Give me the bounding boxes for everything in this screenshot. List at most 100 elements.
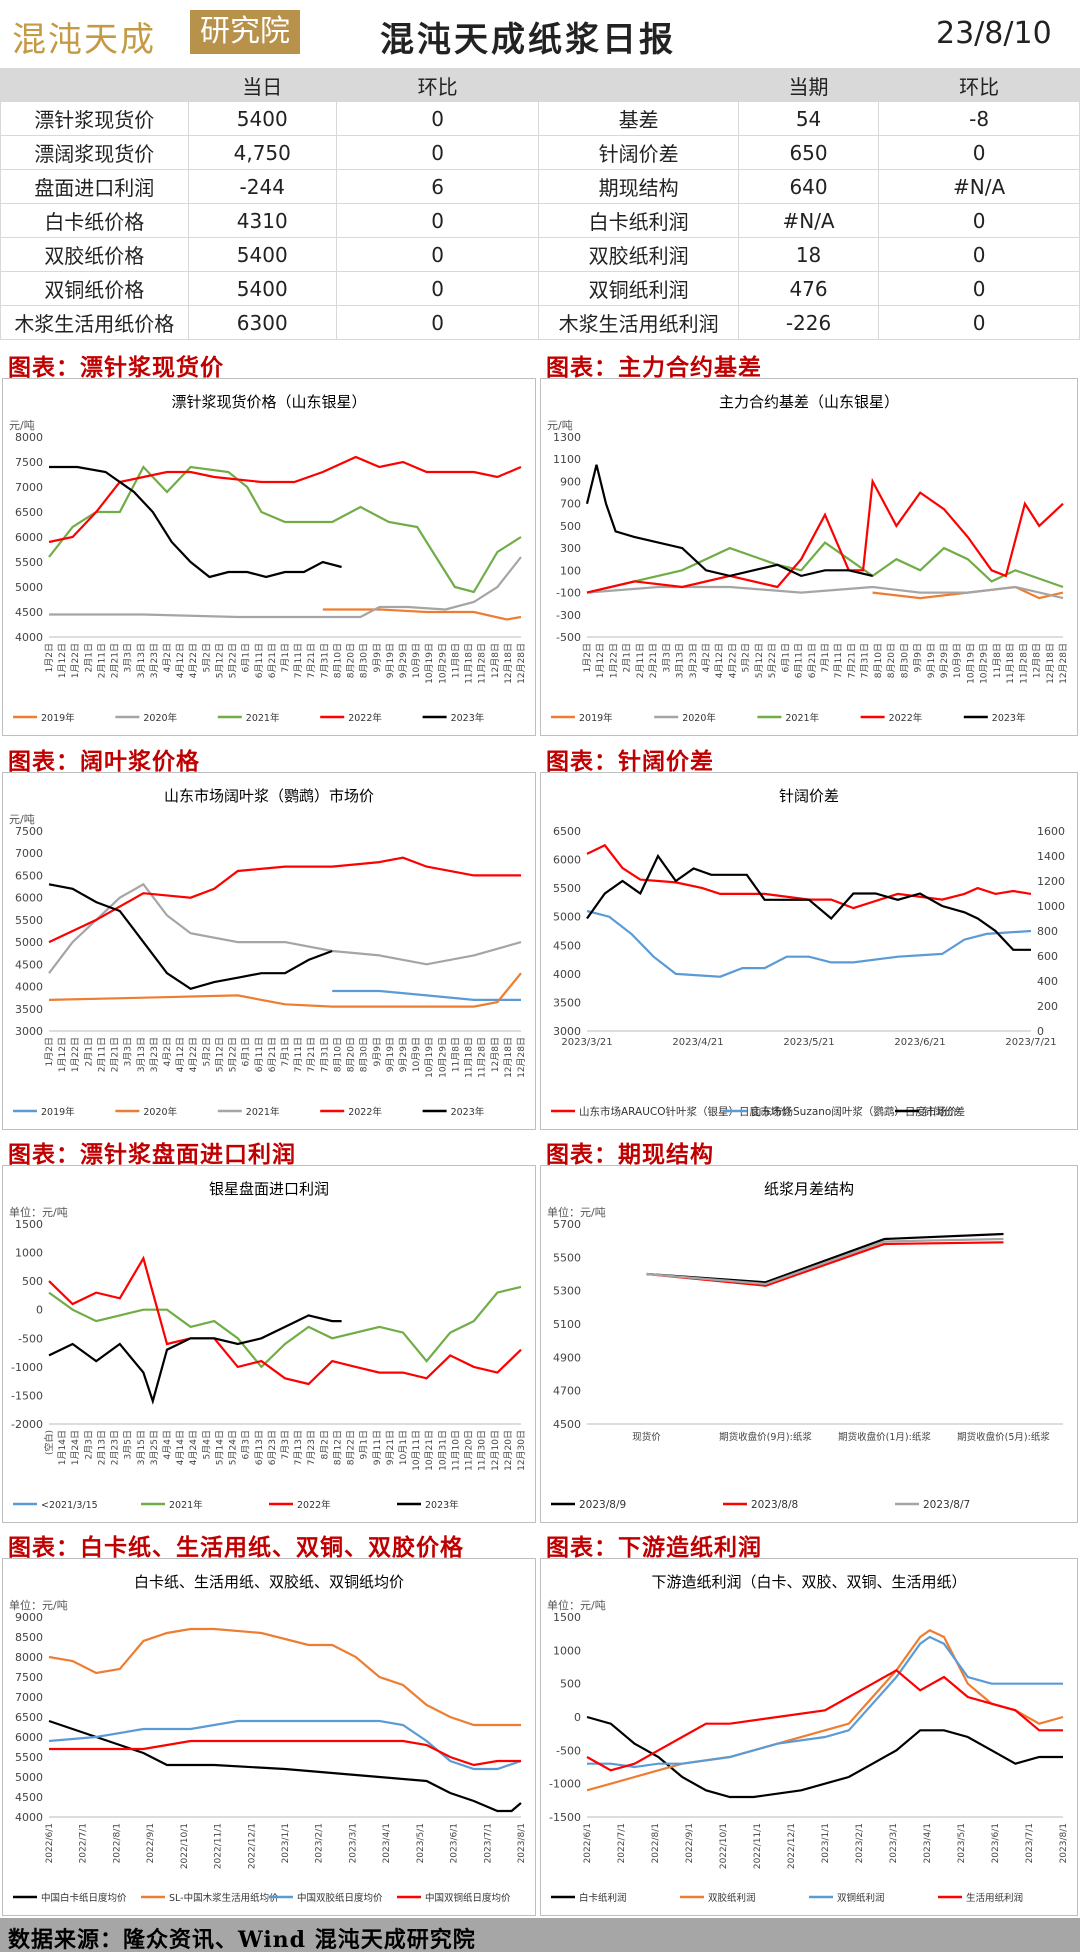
- y-tick-label: 1100: [553, 453, 581, 466]
- y-tick-label: -1500: [549, 1811, 581, 1824]
- x-tick-label: 4月2日: [162, 643, 173, 672]
- x-tick-label: 5月24日: [228, 1430, 239, 1465]
- x-category-label: 期货收盘价(1月):纸浆: [838, 1431, 931, 1443]
- legend-label: 2023年: [451, 1106, 485, 1118]
- series-line: [587, 1635, 1063, 1769]
- metric-value: 0: [878, 237, 1080, 272]
- x-tick-label: 1月22日: [70, 643, 81, 678]
- y-tick-label: 4000: [15, 1811, 43, 1824]
- chart-title: 银星盘面进口利润: [209, 1180, 329, 1198]
- x-tick-label: 4月12日: [175, 1037, 186, 1072]
- x-tick-label: 1月14日: [57, 1430, 68, 1465]
- x-tick-label: 5月2日: [201, 1037, 212, 1066]
- legend-label: 生活用纸利润: [966, 1892, 1023, 1904]
- x-tick-label: 7月11日: [293, 1037, 304, 1072]
- section-title: 图表：针阔价差: [546, 748, 714, 775]
- series-line: [48, 882, 522, 974]
- metric-value: 4310: [187, 203, 337, 238]
- metric-value: 18: [737, 237, 880, 272]
- x-tick-label: 2022/11/1: [753, 1823, 763, 1869]
- y-tick-label-right: 200: [1037, 1000, 1058, 1013]
- x-tick-label: 11月28日: [477, 1037, 488, 1078]
- x-tick-label: 2023/3/21: [561, 1037, 612, 1048]
- y-tick-label: 1500: [553, 1611, 581, 1624]
- x-tick-label: 2023/7/1: [1025, 1823, 1035, 1863]
- y-tick-label: 6500: [553, 825, 581, 838]
- x-tick-label: 6月23日: [267, 1430, 278, 1465]
- series-line: [586, 853, 1031, 951]
- legend-label: 双胶纸利润: [708, 1892, 756, 1904]
- x-tick-label: 11月8日: [450, 1037, 461, 1072]
- metric-label: 基差: [538, 101, 739, 136]
- x-tick-label: 2月21日: [648, 643, 659, 678]
- x-tick-label: 5月14日: [214, 1430, 225, 1465]
- x-tick-label: 2月23日: [110, 1430, 121, 1465]
- x-tick-label: 2022/9/1: [146, 1823, 156, 1863]
- table-header-cell: [538, 68, 739, 102]
- metric-value: 476: [737, 271, 880, 306]
- x-tick-label: 9月29日: [398, 1037, 409, 1072]
- section-title: 图表：漂针浆盘面进口利润: [8, 1141, 296, 1168]
- legend-label: 中国双铜纸日度均价: [425, 1892, 511, 1904]
- x-tick-label: 7月31日: [319, 1037, 330, 1072]
- x-tick-label: 2月1日: [83, 643, 94, 672]
- metric-value: 5400: [187, 101, 337, 136]
- x-tick-label: 7月31日: [860, 643, 871, 678]
- chart-svg: 主力合约基差（山东银星） 元/吨 -500 -300 -100 100 300 500 700 9…: [547, 393, 1069, 724]
- y-tick-label: 500: [560, 520, 581, 533]
- y-tick-label: -500: [556, 1744, 581, 1757]
- y-tick-label: 0: [36, 1304, 43, 1317]
- table-header-cell: 环比: [878, 68, 1080, 102]
- x-tick-label: 10月29日: [979, 643, 990, 684]
- x-tick-label: 2023/1/1: [821, 1823, 831, 1863]
- x-tick-label: 2022/10/1: [180, 1823, 190, 1869]
- metric-label: 双胶纸利润: [538, 237, 739, 272]
- x-tick-label: 3月23日: [688, 643, 699, 678]
- x-tick-label: 1月2日: [582, 643, 593, 672]
- y-tick-label-right: 800: [1037, 925, 1058, 938]
- x-tick-label: 2022/10/1: [719, 1823, 729, 1869]
- chart-panel: 下游造纸利润（白卡、双胶、双铜、生活用纸） 单位：元/吨 -1500 -1000 -50…: [540, 1558, 1078, 1916]
- x-tick-label: 1月12日: [595, 643, 606, 678]
- y-tick-label: 7500: [15, 456, 43, 469]
- series-line: [48, 1255, 522, 1386]
- chart-title: 纸浆月差结构: [764, 1180, 854, 1198]
- y-tick-label: -1000: [549, 1778, 581, 1791]
- x-tick-label: 7月3日: [280, 1430, 291, 1459]
- section-title: 图表：下游造纸利润: [546, 1534, 762, 1561]
- section-title: 图表：期现结构: [546, 1141, 714, 1168]
- series-line: [48, 455, 522, 544]
- x-tick-label: 10月9日: [952, 643, 963, 678]
- y-tick-label: 9000: [15, 1611, 43, 1624]
- x-tick-label: 4月12日: [175, 643, 186, 678]
- chart-panel: 主力合约基差（山东银星） 元/吨 -500 -300 -100 100 300 500 700 9…: [540, 378, 1078, 736]
- x-tick-label: 5月2日: [201, 643, 212, 672]
- x-tick-label: 8月12日: [332, 1430, 343, 1465]
- x-tick-label: 6月11日: [254, 1037, 265, 1072]
- y-tick-label: 5700: [553, 1218, 581, 1231]
- x-tick-label: 3月23日: [149, 1037, 160, 1072]
- legend-label: 2021年: [246, 712, 280, 724]
- legend-label: 2019年: [41, 1106, 75, 1118]
- metric-value: -8: [878, 101, 1080, 136]
- y-axis-unit: 单位：元/吨: [9, 1598, 68, 1612]
- series-line: [48, 1314, 342, 1405]
- x-tick-label: 3月15日: [136, 1430, 147, 1465]
- x-tick-label: 1月2日: [44, 643, 55, 672]
- x-tick-label: 11月30日: [477, 1430, 488, 1471]
- x-tick-label: 3月3日: [661, 643, 672, 672]
- series-line: [586, 909, 1032, 978]
- x-tick-label: 2022/7/1: [79, 1823, 89, 1863]
- chart-svg: 下游造纸利润（白卡、双胶、双铜、生活用纸） 单位：元/吨 -1500 -1000 -50…: [547, 1573, 1069, 1904]
- series-line: [646, 1232, 1004, 1284]
- table-header-cell: 当日: [187, 68, 337, 102]
- x-tick-label: 2022/8/1: [651, 1823, 661, 1863]
- series-line: [48, 1285, 522, 1369]
- x-tick-label: 2023/3/1: [348, 1823, 358, 1863]
- y-tick-label: 1500: [15, 1218, 43, 1231]
- x-tick-label: 2月1日: [622, 643, 633, 672]
- legend-label: 2023年: [992, 712, 1026, 724]
- report-title: 混沌天成纸浆日报: [380, 20, 676, 60]
